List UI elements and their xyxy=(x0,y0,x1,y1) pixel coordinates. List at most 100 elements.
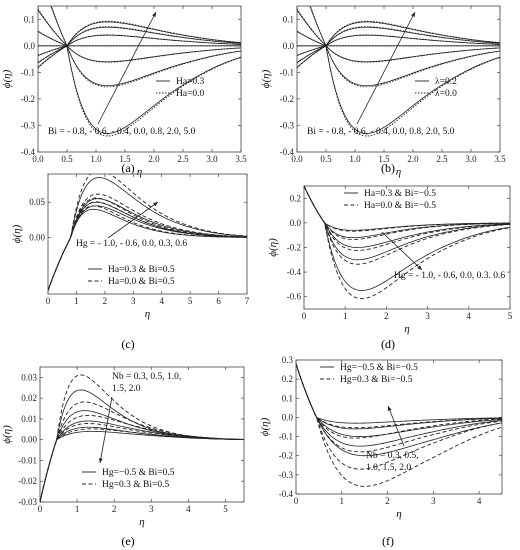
legend-entry: λ=0.0 xyxy=(435,89,457,99)
annotation-text: 1.5, 2.0 xyxy=(112,384,141,394)
x-tick-label: 2.5 xyxy=(436,154,448,164)
x-tick-label: 4 xyxy=(477,496,482,506)
x-tick-label: 2.0 xyxy=(148,154,160,164)
x-tick-label: 2 xyxy=(385,496,390,506)
curves xyxy=(296,363,502,487)
series-line-dashed xyxy=(50,6,241,137)
series-line-solid xyxy=(48,177,247,291)
x-tick-label: 3 xyxy=(131,296,136,306)
y-tick-label: -0.3 xyxy=(280,120,295,130)
y-tick-label: 0.01 xyxy=(21,414,37,424)
panel-label: (b) xyxy=(381,161,395,175)
x-tick-label: 1 xyxy=(74,296,79,306)
series-line-dashed xyxy=(40,414,244,502)
x-tick-label: 2 xyxy=(112,504,117,514)
series-line-dashed xyxy=(48,197,247,291)
series-line-dashed xyxy=(38,26,241,64)
annotation-arrow xyxy=(107,201,159,239)
series-line-dashed xyxy=(296,363,502,439)
legend-entry: Ha=0.3 & Bi=−0.5 xyxy=(364,189,436,199)
arrow-head xyxy=(417,265,422,270)
x-tick-label: 0.0 xyxy=(32,154,44,164)
curves xyxy=(40,374,244,502)
annotation-text: Bi = - 0.8, - 0.6, - 0.4, 0.0, 0.8, 2.0,… xyxy=(48,127,196,137)
arrow-head xyxy=(153,202,158,207)
legend-entry: Hg=0.3 & Bi=−0.5 xyxy=(340,375,413,385)
series-line-dashed xyxy=(297,26,500,64)
x-tick-label: 3 xyxy=(425,311,430,321)
plot-frame xyxy=(296,5,501,153)
series-line-dashed xyxy=(296,363,502,453)
y-axis-label: ϕ(η) xyxy=(1,69,13,88)
series-line-dashed xyxy=(296,363,502,487)
y-tick-label: 0.1 xyxy=(283,14,294,24)
arrow-head xyxy=(98,458,103,463)
annotation-text: Hg = - 1.0, - 0.6, 0.0, 0.3. 0.6 xyxy=(394,271,505,281)
y-tick-label: 0.00 xyxy=(21,435,37,445)
y-tick-label: 0.05 xyxy=(29,197,45,207)
series-line-dashed xyxy=(304,186,510,232)
x-tick-label: 0 xyxy=(38,504,43,514)
series-line-dashed xyxy=(38,20,241,69)
panel-a: 0.0 0.5 1.0 1.5 2.0 2.5 3.0 3.5 -0.4 -0.3 -0.2 -0.1… xyxy=(1,5,247,178)
y-tick-label: -0.01 xyxy=(18,455,37,465)
curves xyxy=(48,174,247,291)
plot-frame xyxy=(47,173,248,295)
y-tick-label: 0.03 xyxy=(21,372,37,382)
x-tick-label: 2 xyxy=(103,296,108,306)
x-tick-label: 3.5 xyxy=(235,154,247,164)
series-line-dashed xyxy=(40,428,244,502)
y-tick-label: -0.1 xyxy=(21,67,35,77)
legend-entry: Hg=−0.5 & Bi=−0.5 xyxy=(340,363,418,373)
panel-label: (f) xyxy=(382,534,394,548)
y-tick-label: 0.0 xyxy=(283,41,295,51)
legend-entry: Ha=0.3 xyxy=(176,77,205,87)
x-tick-label: 2 xyxy=(384,311,389,321)
plot-frame xyxy=(37,5,242,153)
plot-frame xyxy=(295,359,503,495)
y-tick-label: 0.0 xyxy=(282,412,294,422)
series-line-dashed xyxy=(304,186,510,240)
annotation-text: Bi = - 0.8, - 0.6, - 0.4, 0.0, 0.8, 2.0,… xyxy=(307,127,455,137)
panel-d: 0 1 2 3 4 5 -0.6 -0.4 -0.2 0.0 0.2 η ϕ(η) (d) Ha=0.3 &… xyxy=(267,185,513,351)
y-tick-label: -0.4 xyxy=(280,147,295,157)
series-line-solid xyxy=(304,186,510,261)
series-line-solid xyxy=(304,186,510,239)
panel-label: (c) xyxy=(121,337,134,351)
series-line-solid xyxy=(296,363,502,447)
series-line-dashed xyxy=(297,20,500,69)
x-tick-label: 0.0 xyxy=(291,154,303,164)
y-tick-label: 0.1 xyxy=(24,14,35,24)
series-line-dashed xyxy=(40,423,244,502)
x-tick-label: 0 xyxy=(46,296,51,306)
x-tick-label: 3.0 xyxy=(206,154,218,164)
x-axis-label: η xyxy=(145,308,150,320)
legend-entry: Ha=0.3 & Bi=0.5 xyxy=(108,265,175,275)
y-axis-label: ϕ(η) xyxy=(267,238,279,257)
x-tick-label: 5 xyxy=(508,311,513,321)
series-line-dashed xyxy=(48,193,247,291)
legend-entry: Ha=0.0 & Bi=0.5 xyxy=(108,277,175,287)
annotation-arrow xyxy=(381,231,423,271)
series-line-dashed xyxy=(48,174,247,291)
series-line-dashed xyxy=(309,6,500,137)
series-line-dashed xyxy=(297,34,500,57)
y-tick-label: 0.2 xyxy=(282,374,293,384)
series-line-solid xyxy=(38,9,241,87)
panel-e: 0 1 2 3 4 5 -0.03 -0.02 -0.01 0.00 0.01 0.02 0.03 η ϕ(… xyxy=(1,366,245,548)
series-line-solid xyxy=(296,363,502,430)
legend-entry: Hg=−0.5 & Bi=0.5 xyxy=(102,468,175,478)
series-line-solid xyxy=(296,363,502,457)
y-axis-label: ϕ(η) xyxy=(260,69,272,88)
annotation-arrow xyxy=(99,396,113,464)
arrow-head xyxy=(387,406,392,411)
series-line-dashed xyxy=(40,374,244,502)
y-tick-label: 0.1 xyxy=(282,393,293,403)
y-tick-label: -0.1 xyxy=(280,67,294,77)
x-tick-label: 1.5 xyxy=(378,154,390,164)
x-tick-label: 5 xyxy=(188,296,193,306)
legend-entry: Ha=0.0 xyxy=(176,89,205,99)
x-tick-label: 3.0 xyxy=(465,154,477,164)
annotation-arrow xyxy=(97,11,157,125)
